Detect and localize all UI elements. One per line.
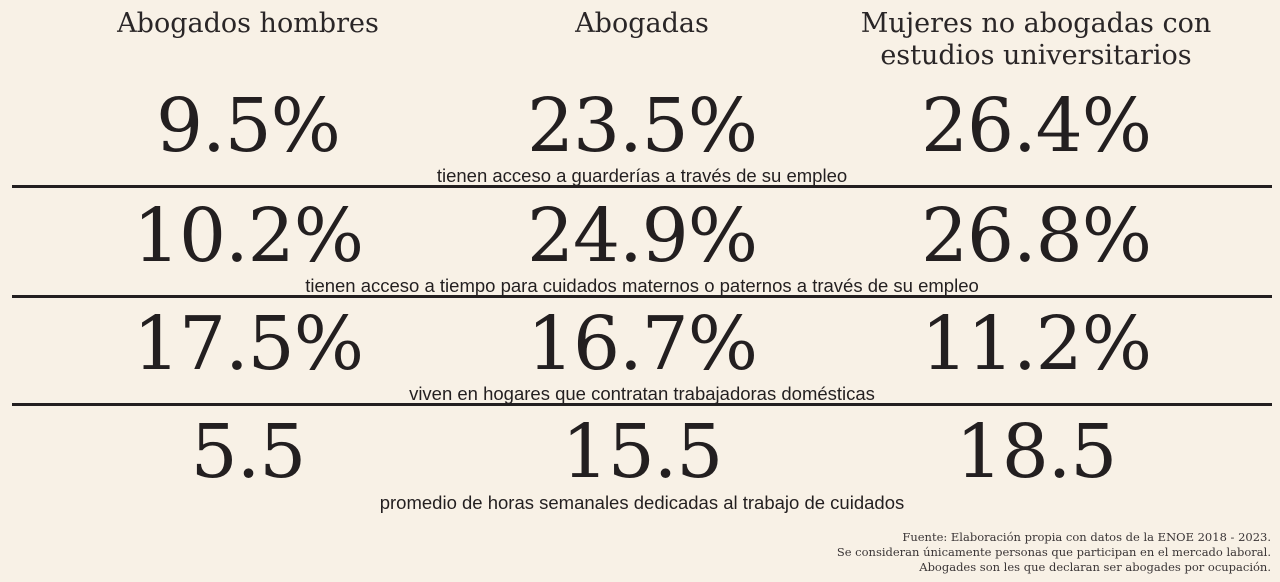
stat-value: 10.2%: [132, 193, 364, 279]
row-caption: promedio de horas semanales dedicadas al…: [379, 492, 905, 513]
stat-value: 26.4%: [920, 83, 1152, 169]
row-divider: [12, 295, 1272, 298]
stat-value: 26.8%: [920, 193, 1152, 279]
stat-value: 9.5%: [156, 83, 341, 169]
stat-value: 11.2%: [920, 301, 1152, 387]
stat-value: 5.5: [190, 409, 307, 495]
stat-value: 23.5%: [526, 83, 758, 169]
row-divider: [12, 185, 1272, 188]
row-divider: [12, 403, 1272, 406]
row-caption: viven en hogares que contratan trabajado…: [409, 383, 875, 404]
stat-value: 18.5: [955, 409, 1118, 495]
stat-value: 24.9%: [526, 193, 758, 279]
source-footnote: Fuente: Elaboración propia con datos de …: [837, 530, 1271, 575]
row-caption: tienen acceso a tiempo para cuidados mat…: [305, 275, 979, 296]
column-header-mujeres-no-abogadas: Mujeres no abogadas con estudios univers…: [860, 8, 1212, 71]
stat-value: 17.5%: [132, 301, 364, 387]
footnote-scope: Se consideran únicamente personas que pa…: [836, 545, 1271, 559]
footnote-definition: Abogades son les que declaran ser abogad…: [919, 560, 1271, 574]
column-header-abogadas: Abogadas: [575, 8, 709, 39]
column-header-abogados-hombres: Abogados hombres: [117, 8, 379, 39]
row-caption: tienen acceso a guarderías a través de s…: [436, 165, 848, 186]
footnote-source: Fuente: Elaboración propia con datos de …: [902, 530, 1271, 544]
stat-value: 15.5: [561, 409, 724, 495]
stat-value: 16.7%: [526, 301, 758, 387]
